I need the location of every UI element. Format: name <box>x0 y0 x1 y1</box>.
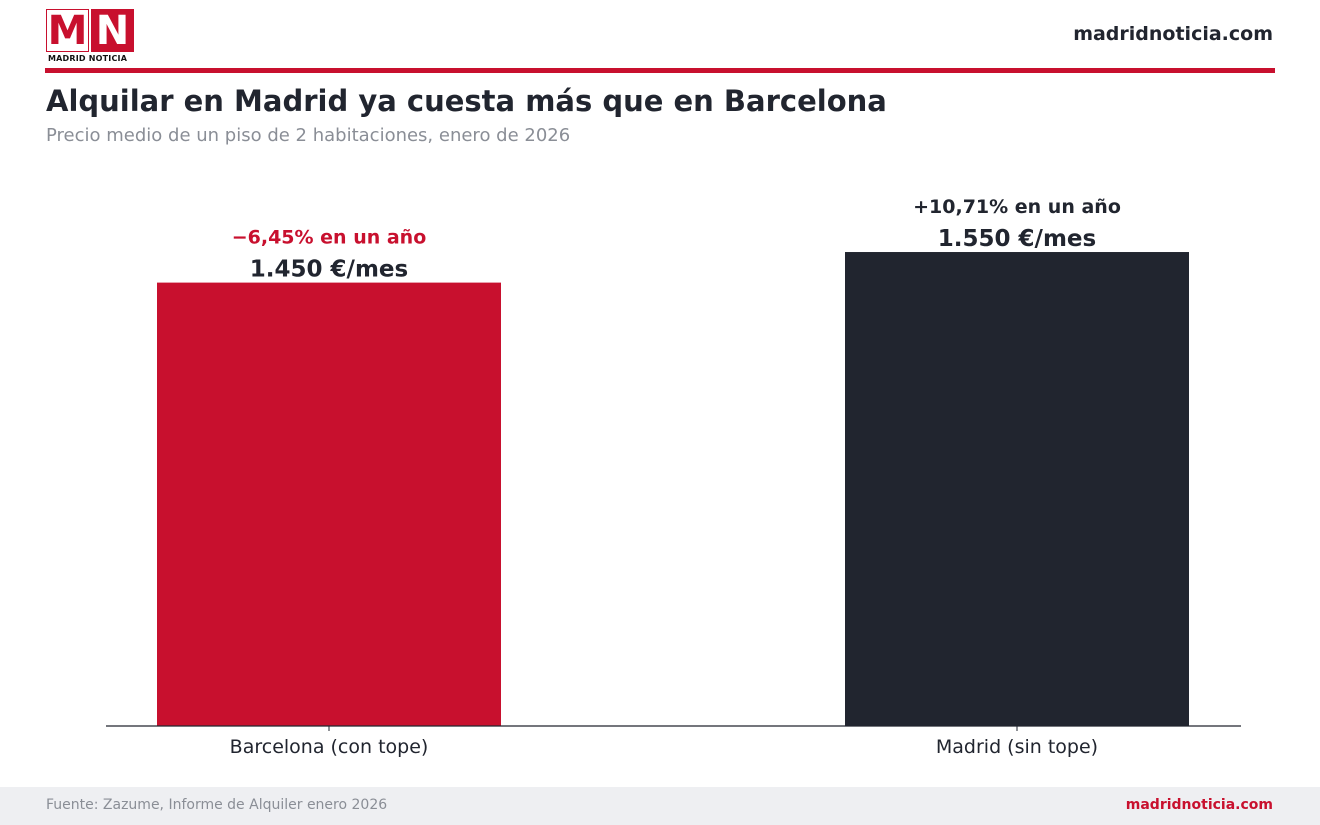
logo-letter-m: M <box>46 8 89 54</box>
change-label-1: +10,71% en un año <box>913 196 1121 218</box>
x-tick-label-1: Madrid (sin tope) <box>936 736 1098 758</box>
bar-chart: 1.450 €/mes −6,45% en un año Barcelona (co… <box>106 196 1241 758</box>
site-name-header: madridnoticia.com <box>1073 23 1273 45</box>
value-label-0: 1.450 €/mes <box>250 257 408 283</box>
footer-bar: Fuente: Zazume, Informe de Alquiler ener… <box>0 787 1320 825</box>
x-tick-label-0: Barcelona (con tope) <box>230 736 429 758</box>
site-name-footer: madridnoticia.com <box>1125 797 1273 813</box>
chart-title: Alquilar en Madrid ya cuesta más que en … <box>46 84 887 118</box>
value-label-1: 1.550 €/mes <box>938 226 1096 252</box>
change-label-0: −6,45% en un año <box>232 227 427 249</box>
bar-0 <box>157 282 501 726</box>
bar-1 <box>845 252 1189 727</box>
logo-wordmark: MADRID NOTICIA <box>48 54 128 63</box>
chart-subtitle: Precio medio de un piso de 2 habitacione… <box>46 125 571 146</box>
madrid-noticia-logo: M N MADRID NOTICIA <box>46 9 136 63</box>
header-divider <box>45 68 1275 73</box>
logo-letter-n: N <box>91 9 134 53</box>
source-note: Fuente: Zazume, Informe de Alquiler ener… <box>46 797 388 813</box>
